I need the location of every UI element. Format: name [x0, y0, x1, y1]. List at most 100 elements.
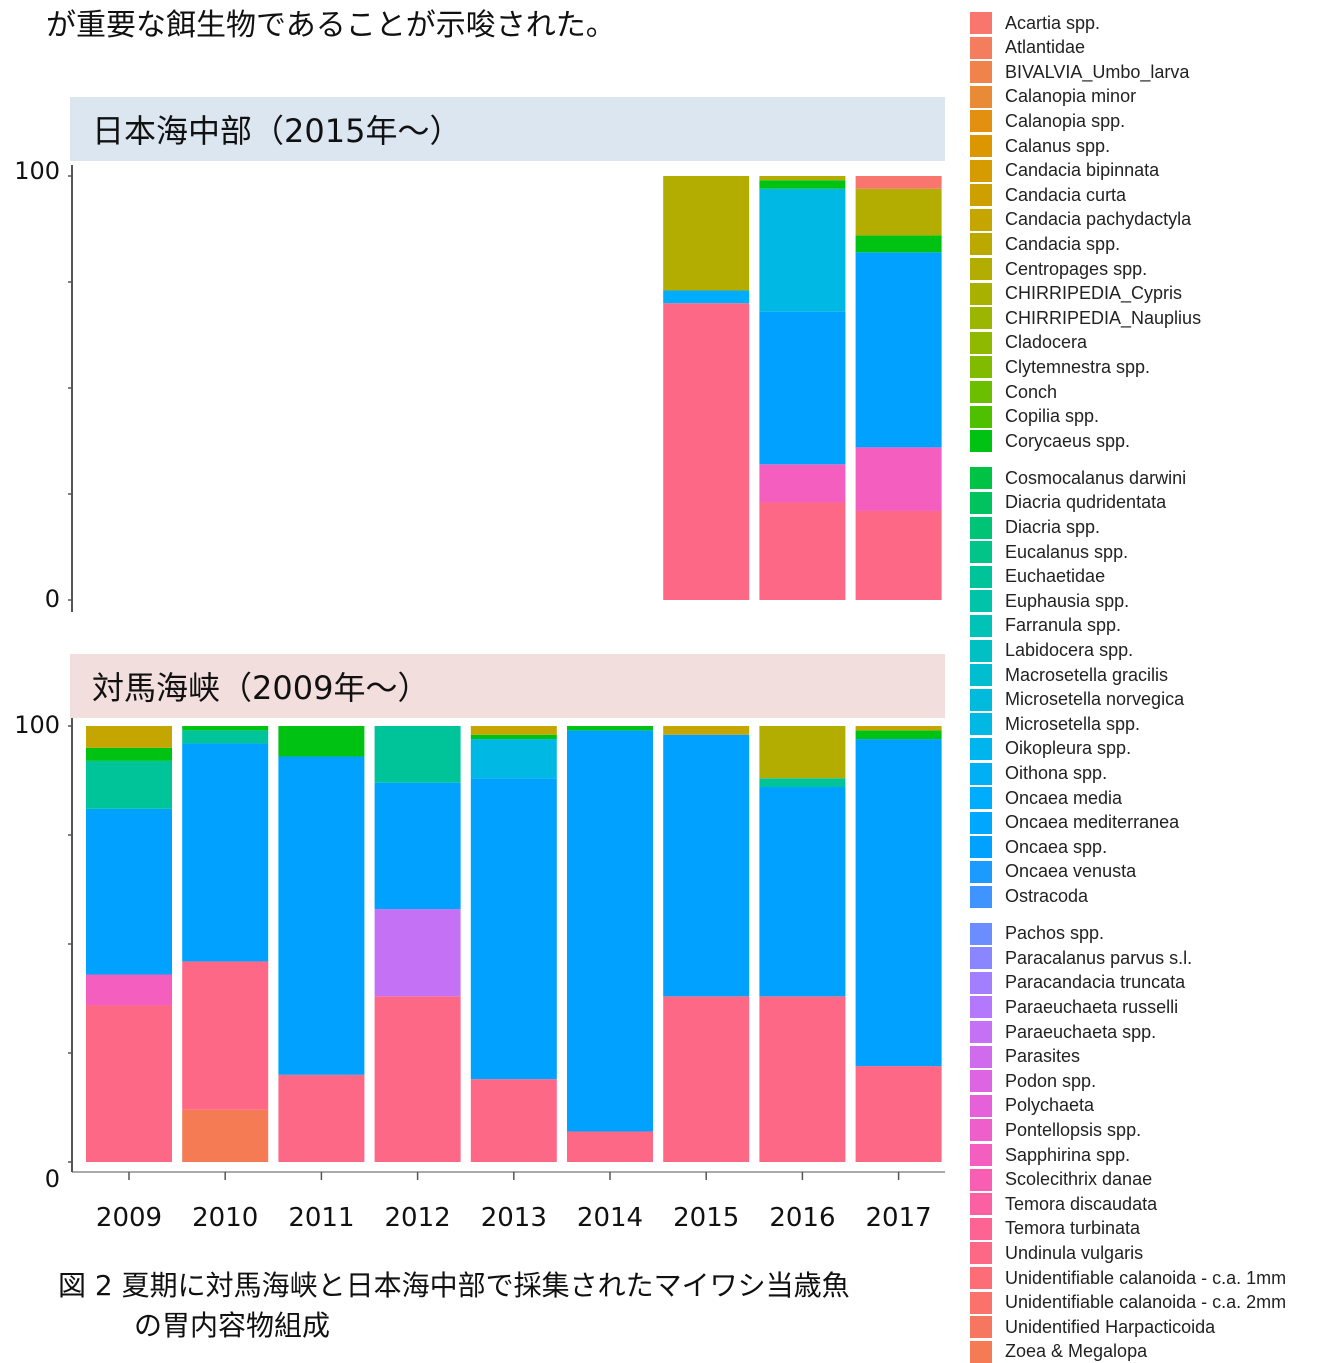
x-tick-label-2014: 2014: [577, 1203, 643, 1233]
legend-item: Centropages spp.: [970, 258, 1147, 280]
legend-item: Euphausia spp.: [970, 590, 1129, 613]
legend-swatch: [970, 1144, 992, 1166]
bottom-bar-2014-segment: [567, 1131, 653, 1162]
legend-swatch: [970, 85, 992, 108]
legend-item: Corycaeus spp.: [970, 430, 1131, 453]
legend-swatch: [970, 664, 992, 687]
x-tick-label-2015: 2015: [673, 1203, 739, 1233]
top-y-tick-label-0: 0: [45, 585, 60, 613]
legend-label: Microsetella spp.: [1005, 713, 1141, 734]
stomach-content-chart: 0 100 0 100 2009 2010 2011 2012 2013 2014 2015 2016…: [14, 157, 945, 1233]
bottom-bar-2009-segment: [86, 747, 172, 761]
legend-item: Euchaetidae: [970, 565, 1106, 588]
figure-caption: 図 2 夏期に対馬海峡と日本海中部で採集されたマイワシ当歳魚 の胃内容物組成: [58, 1266, 850, 1346]
legend-swatch: [970, 996, 992, 1019]
legend-label: Pachos spp.: [1005, 923, 1105, 944]
legend-item: Cosmocalanus darwini: [970, 467, 1186, 490]
top-bar-2016-segment: [759, 176, 846, 181]
bottom-bar-2012-segment: [374, 909, 461, 997]
legend-label: BIVALVIA_Umbo_larva: [1005, 61, 1190, 82]
x-tick-label-2013: 2013: [481, 1203, 547, 1233]
legend-item: Clytemnestra spp.: [970, 356, 1151, 379]
bottom-bar-2016-segment: [759, 778, 846, 788]
legend-label: Calanopia spp.: [1005, 110, 1126, 131]
legend-label: Labidocera spp.: [1005, 640, 1134, 660]
legend-label: Clytemnestra spp.: [1005, 356, 1151, 377]
legend-swatch: [970, 467, 992, 490]
legend-item: Oikopleura spp.: [970, 737, 1132, 760]
legend-item: BIVALVIA_Umbo_larva: [970, 61, 1190, 84]
legend-label: Oncaea venusta: [1005, 861, 1137, 882]
legend-swatch: [970, 12, 992, 34]
legend-item: Oithona spp.: [970, 762, 1108, 785]
legend-swatch: [970, 1340, 992, 1363]
bottom-bar-2017-segment: [855, 730, 942, 740]
bottom-bar-2012-segment: [374, 726, 461, 783]
legend-item: Diacria spp.: [970, 516, 1101, 539]
legend-label: Corycaeus spp.: [1005, 430, 1131, 451]
legend-swatch: [970, 762, 992, 785]
top-bar-2016-segment: [759, 464, 846, 503]
intro-text: が重要な餌生物であることが示唆された。: [46, 8, 616, 43]
legend-swatch: [970, 1267, 992, 1289]
legend-item: Conch: [970, 381, 1057, 403]
legend-item: Eucalanus spp.: [970, 541, 1129, 564]
legend-item: Unidentified Harpacticoida: [970, 1316, 1216, 1339]
legend-swatch: [970, 1119, 992, 1142]
bottom-bar-2013-segment: [470, 739, 557, 779]
bottom-y-tick-label-100: 100: [14, 711, 60, 739]
legend-label: Ostracoda: [1005, 886, 1089, 906]
bottom-bar-2009-segment: [86, 760, 172, 809]
legend-item: Labidocera spp.: [970, 639, 1134, 662]
legend-label: Candacia bipinnata: [1005, 160, 1160, 181]
bottom-bar-2010-segment: [182, 743, 269, 962]
legend-item: Calanopia minor: [970, 85, 1137, 108]
bottom-panel-title-text: 対馬海峡（2009年〜）: [92, 669, 430, 707]
legend-label: Oikopleura spp.: [1005, 738, 1132, 759]
legend-swatch: [970, 811, 992, 834]
legend-label: Farranula spp.: [1005, 615, 1122, 636]
legend-swatch: [970, 1168, 992, 1191]
legend-swatch: [970, 1045, 992, 1068]
x-tick-label-2012: 2012: [385, 1203, 451, 1233]
legend-label: Unidentified Harpacticoida: [1005, 1316, 1216, 1337]
legend-swatch: [970, 282, 992, 305]
bottom-bar-2014-segment: [567, 730, 653, 1132]
bottom-bar-2014-segment: [567, 726, 653, 731]
legend-label: Euchaetidae: [1005, 566, 1106, 587]
legend-swatch: [970, 135, 992, 157]
legend-item: Pachos spp.: [970, 922, 1105, 945]
legend-swatch: [970, 356, 992, 379]
legend-label: Temora turbinata: [1005, 1218, 1141, 1239]
legend-swatch: [970, 159, 992, 182]
legend-swatch: [970, 208, 992, 231]
legend-label: Oithona spp.: [1005, 763, 1108, 783]
bottom-bar-2015-segment: [663, 734, 750, 997]
bottom-bar-2010-segment: [182, 1109, 269, 1162]
bottom-bar-2009-segment: [86, 974, 172, 1006]
legend-item: Paraeuchaeta spp.: [970, 1021, 1156, 1043]
legend-item: Microsetella norvegica: [970, 688, 1184, 711]
legend-label: Unidentifiable calanoida - c.a. 1mm: [1005, 1267, 1287, 1288]
legend-item: Zoea & Megalopa: [970, 1340, 1147, 1363]
top-bar-2015-segment: [663, 290, 750, 304]
x-tick-label-2009: 2009: [96, 1203, 162, 1233]
legend-swatch: [970, 787, 992, 810]
legend-label: Eucalanus spp.: [1005, 541, 1129, 562]
legend-label: Undinula vulgaris: [1005, 1242, 1144, 1263]
legend-swatch: [970, 922, 992, 945]
legend-label: Calanopia minor: [1005, 86, 1137, 107]
x-tick-label-2011: 2011: [288, 1203, 354, 1233]
legend-item: Farranula spp.: [970, 614, 1122, 637]
top-bar-2016-segment: [759, 188, 846, 312]
legend-item: Candacia spp.: [970, 233, 1120, 256]
legend-label: Diacria spp.: [1005, 517, 1101, 537]
legend-swatch: [970, 1021, 992, 1043]
top-y-tick-label-100: 100: [14, 157, 60, 185]
legend-swatch: [970, 491, 992, 514]
legend-label: Diacria qudridentata: [1005, 492, 1167, 513]
legend-swatch: [970, 36, 992, 59]
bottom-bar-2010-segment: [182, 726, 269, 731]
legend-swatch: [970, 1094, 992, 1117]
legend-swatch: [970, 405, 992, 428]
